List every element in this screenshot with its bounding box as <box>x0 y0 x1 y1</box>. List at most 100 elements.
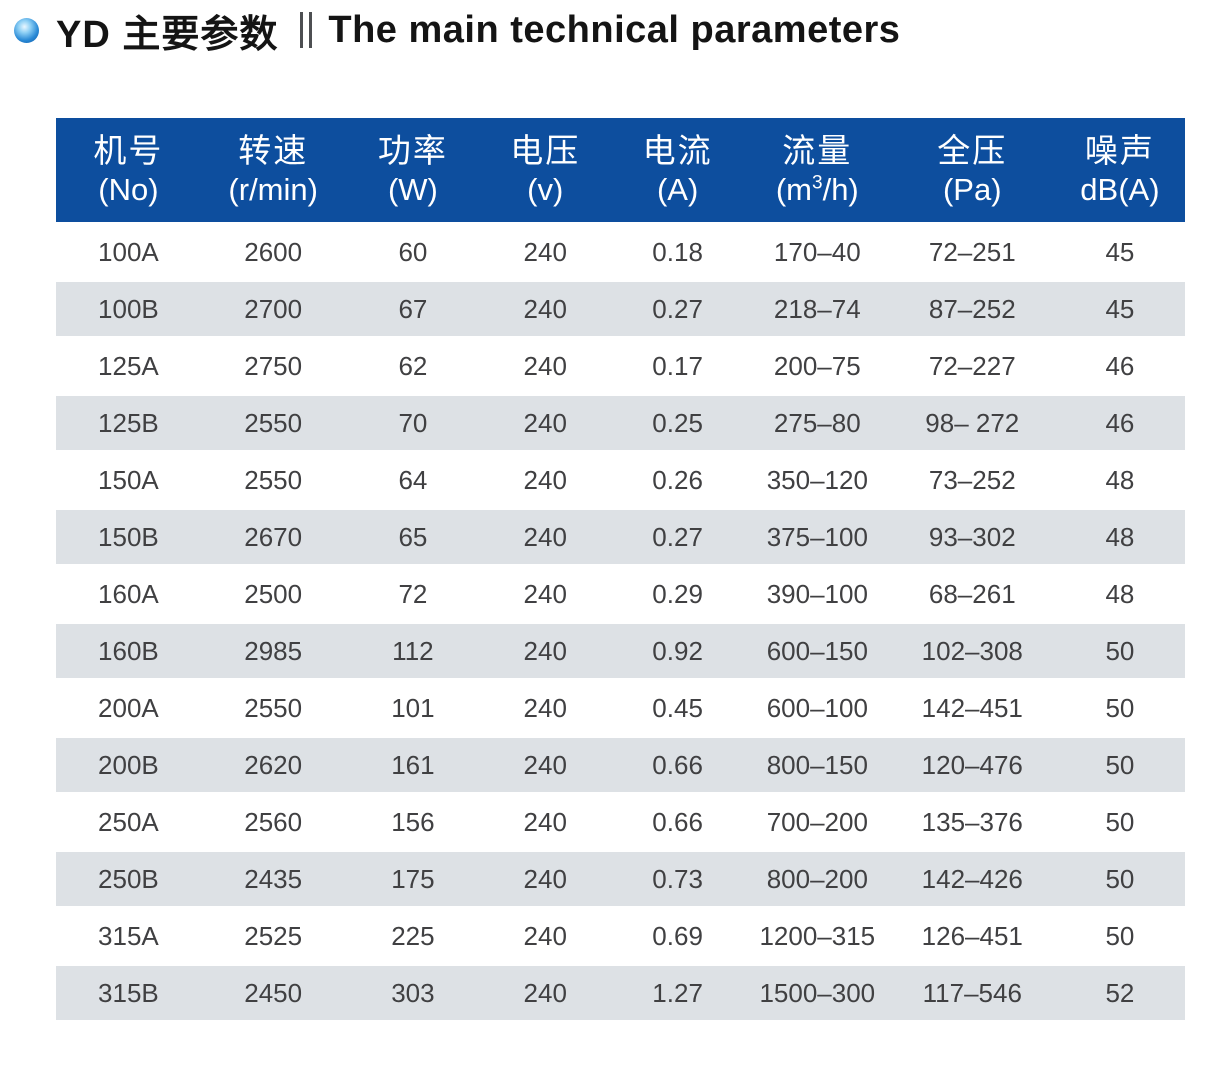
col-header-flow: 流量 (m3/h) <box>744 118 890 222</box>
table-header: 机号 (No) 转速 (r/min) 功率 (W) 电压 (v) 电流 (A <box>56 118 1185 222</box>
col-header-unit: dB(A) <box>1080 172 1160 208</box>
cell-speed: 2670 <box>200 510 346 564</box>
flow-unit-pre: (m <box>775 172 812 208</box>
cell-speed: 2550 <box>200 453 346 507</box>
bullet-icon <box>14 17 39 43</box>
cell-no: 250A <box>56 795 201 849</box>
cell-speed: 2450 <box>200 966 346 1020</box>
cell-no: 125A <box>56 339 201 393</box>
col-header-noise: 噪声 dB(A) <box>1054 118 1185 222</box>
table-row: 125B 2550 70 240 0.25 275–80 98– 272 46 <box>56 396 1185 450</box>
cell-current: 0.66 <box>610 738 745 792</box>
cell-pressure: 93–302 <box>889 510 1055 564</box>
cell-voltage: 240 <box>480 795 611 849</box>
col-header-power: 功率 (W) <box>345 118 481 222</box>
cell-speed: 2600 <box>200 225 346 279</box>
cell-speed: 2525 <box>200 909 346 963</box>
table-row: 150A 2550 64 240 0.26 350–120 73–252 48 <box>56 453 1185 507</box>
table-row: 315B 2450 303 240 1.27 1500–300 117–546 52 <box>56 966 1185 1020</box>
cell-voltage: 240 <box>480 453 611 507</box>
cell-power: 175 <box>345 852 481 906</box>
col-header-unit: (r/min) <box>228 172 318 208</box>
flow-unit-sup: 3 <box>812 172 823 194</box>
col-header-label: 噪声 <box>1084 132 1155 169</box>
table-row: 150B 2670 65 240 0.27 375–100 93–302 48 <box>56 510 1185 564</box>
cell-power: 62 <box>345 339 481 393</box>
cell-no: 315A <box>56 909 201 963</box>
cell-speed: 2700 <box>200 282 346 336</box>
col-header-pressure: 全压 (Pa) <box>889 118 1055 222</box>
cell-power: 65 <box>345 510 481 564</box>
page-title-cn: YD 主要参数 <box>56 13 279 56</box>
col-header-label: 机号 <box>93 132 164 169</box>
cell-flow: 375–100 <box>744 510 890 564</box>
cell-pressure: 142–451 <box>889 681 1055 735</box>
cell-no: 150A <box>56 453 201 507</box>
cell-current: 0.69 <box>610 909 745 963</box>
col-header-voltage: 电压 (v) <box>480 118 611 222</box>
cell-current: 0.27 <box>610 510 745 564</box>
cell-flow: 1500–300 <box>744 966 890 1020</box>
col-header-unit: (No) <box>98 172 159 208</box>
cell-power: 225 <box>345 909 481 963</box>
cell-speed: 2550 <box>200 396 346 450</box>
cell-speed: 2550 <box>200 681 346 735</box>
cell-noise: 50 <box>1054 624 1185 678</box>
cell-noise: 52 <box>1054 966 1185 1020</box>
table-row: 160B 2985 112 240 0.92 600–150 102–308 50 <box>56 624 1185 678</box>
col-header-label: 电流 <box>642 132 713 169</box>
cell-flow: 275–80 <box>744 396 890 450</box>
cell-noise: 50 <box>1054 852 1185 906</box>
cell-voltage: 240 <box>480 966 611 1020</box>
col-header-label: 功率 <box>377 132 448 169</box>
cell-current: 0.18 <box>610 225 745 279</box>
cell-noise: 45 <box>1054 225 1185 279</box>
cell-current: 0.66 <box>610 795 745 849</box>
cell-no: 315B <box>56 966 201 1020</box>
cell-noise: 50 <box>1054 909 1185 963</box>
cell-current: 0.29 <box>610 567 745 621</box>
cell-flow: 170–40 <box>744 225 890 279</box>
cell-pressure: 142–426 <box>889 852 1055 906</box>
col-header-unit: (A) <box>656 172 699 208</box>
table-body: 100A 2600 60 240 0.18 170–40 72–251 45 100B 2700 6… <box>56 225 1185 1020</box>
cell-voltage: 240 <box>480 225 611 279</box>
cell-noise: 48 <box>1054 567 1185 621</box>
cell-flow: 390–100 <box>744 567 890 621</box>
col-header-current: 电流 (A) <box>610 118 745 222</box>
table-row: 100B 2700 67 240 0.27 218–74 87–252 45 <box>56 282 1185 336</box>
cell-speed: 2985 <box>200 624 346 678</box>
cell-no: 125B <box>56 396 201 450</box>
cell-current: 0.25 <box>610 396 745 450</box>
cell-power: 72 <box>345 567 481 621</box>
cell-pressure: 73–252 <box>889 453 1055 507</box>
cell-voltage: 240 <box>480 681 611 735</box>
title-separator <box>300 12 313 48</box>
cell-voltage: 240 <box>480 282 611 336</box>
page-title-en: The main technical parameters <box>328 8 901 51</box>
cell-speed: 2620 <box>200 738 346 792</box>
cell-speed: 2435 <box>200 852 346 906</box>
table-row: 250B 2435 175 240 0.73 800–200 142–426 50 <box>56 852 1185 906</box>
cell-flow: 350–120 <box>744 453 890 507</box>
cell-voltage: 240 <box>480 567 611 621</box>
cell-no: 100A <box>56 225 201 279</box>
table-row: 125A 2750 62 240 0.17 200–75 72–227 46 <box>56 339 1185 393</box>
cell-current: 0.27 <box>610 282 745 336</box>
cell-speed: 2560 <box>200 795 346 849</box>
cell-power: 303 <box>345 966 481 1020</box>
cell-voltage: 240 <box>480 510 611 564</box>
cell-power: 60 <box>345 225 481 279</box>
cell-power: 161 <box>345 738 481 792</box>
table-row: 160A 2500 72 240 0.29 390–100 68–261 48 <box>56 567 1185 621</box>
cell-current: 0.45 <box>610 681 745 735</box>
table-row: 200A 2550 101 240 0.45 600–100 142–451 50 <box>56 681 1185 735</box>
cell-noise: 45 <box>1054 282 1185 336</box>
col-header-speed: 转速 (r/min) <box>200 118 346 222</box>
table-row: 250A 2560 156 240 0.66 700–200 135–376 50 <box>56 795 1185 849</box>
col-header-label: 流量 <box>782 132 853 169</box>
cell-no: 200A <box>56 681 201 735</box>
cell-flow: 600–150 <box>744 624 890 678</box>
cell-no: 250B <box>56 852 201 906</box>
cell-noise: 50 <box>1054 795 1185 849</box>
